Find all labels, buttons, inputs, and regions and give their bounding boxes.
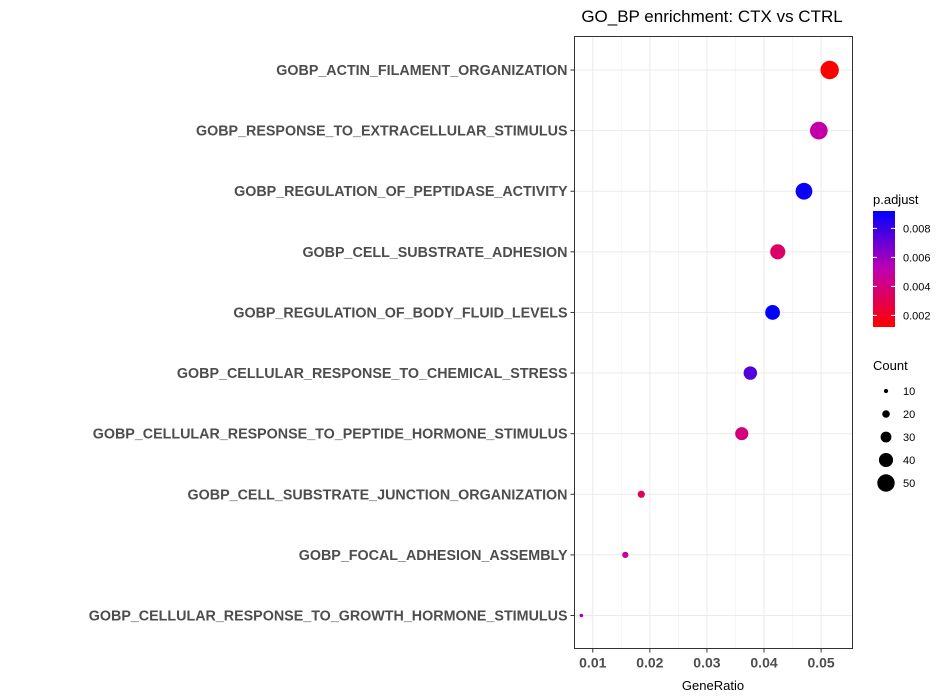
y-tick-label: GOBP_REGULATION_OF_PEPTIDASE_ACTIVITY bbox=[234, 184, 568, 200]
data-point bbox=[743, 366, 758, 380]
x-tick-label: 0.01 bbox=[579, 655, 606, 671]
y-tick-label: GOBP_CELLULAR_RESPONSE_TO_CHEMICAL_STRES… bbox=[177, 366, 568, 382]
data-point bbox=[795, 182, 813, 200]
size-legend-label: 40 bbox=[903, 455, 915, 467]
color-bar-label: 0.006 bbox=[903, 252, 931, 264]
color-legend-ticks: 0.002 0.004 0.006 0.008 bbox=[873, 223, 931, 322]
y-tick-label: GOBP_FOCAL_ADHESION_ASSEMBLY bbox=[299, 548, 568, 564]
plot-border bbox=[574, 36, 853, 649]
data-point bbox=[735, 427, 749, 441]
size-legend-items: 10 20 30 40 50 bbox=[877, 386, 915, 492]
size-legend-label: 30 bbox=[903, 432, 915, 444]
x-axis-ticks: 0.01 0.02 0.03 0.04 0.05 bbox=[579, 648, 835, 671]
chart-title: GO_BP enrichment: CTX vs CTRL bbox=[581, 7, 842, 26]
size-legend-dot bbox=[880, 431, 892, 443]
size-legend-dot bbox=[883, 388, 889, 394]
x-tick-label: 0.05 bbox=[807, 655, 834, 671]
plot-panel bbox=[574, 36, 853, 649]
data-point bbox=[622, 551, 629, 559]
color-bar bbox=[873, 211, 895, 327]
data-point bbox=[765, 305, 780, 320]
size-legend-label: 10 bbox=[903, 386, 915, 398]
color-legend-title: p.adjust bbox=[873, 192, 919, 207]
data-point bbox=[820, 60, 839, 80]
color-bar-label: 0.008 bbox=[903, 223, 931, 235]
y-tick-label: GOBP_ACTIN_FILAMENT_ORGANIZATION bbox=[276, 63, 567, 79]
data-points bbox=[579, 60, 839, 618]
y-tick-label: GOBP_RESPONSE_TO_EXTRACELLULAR_STIMULUS bbox=[196, 124, 568, 140]
y-tick-label: GOBP_REGULATION_OF_BODY_FLUID_LEVELS bbox=[233, 305, 567, 321]
size-legend-dot bbox=[878, 452, 894, 468]
size-legend-title: Count bbox=[873, 358, 908, 373]
y-tick-label: GOBP_CELL_SUBSTRATE_JUNCTION_ORGANIZATIO… bbox=[188, 487, 568, 503]
size-legend-label: 50 bbox=[903, 478, 915, 490]
size-legend-dot bbox=[877, 474, 895, 492]
x-tick-label: 0.02 bbox=[636, 655, 663, 671]
size-legend-dot bbox=[882, 410, 890, 418]
y-tick-label: GOBP_CELLULAR_RESPONSE_TO_GROWTH_HORMONE… bbox=[89, 609, 568, 625]
y-axis-labels: GOBP_ACTIN_FILAMENT_ORGANIZATION GOBP_RES… bbox=[89, 63, 575, 625]
x-tick-label: 0.04 bbox=[750, 655, 777, 671]
data-point bbox=[579, 613, 584, 618]
data-point bbox=[809, 121, 828, 140]
color-bar-label: 0.002 bbox=[903, 310, 931, 322]
y-tick-label: GOBP_CELL_SUBSTRATE_ADHESION bbox=[302, 245, 567, 261]
size-legend-label: 20 bbox=[903, 409, 915, 421]
color-bar-label: 0.004 bbox=[903, 281, 931, 293]
data-point bbox=[637, 490, 645, 498]
data-point bbox=[770, 244, 786, 260]
x-tick-label: 0.03 bbox=[693, 655, 720, 671]
x-axis-title: GeneRatio bbox=[682, 678, 744, 693]
y-tick-label: GOBP_CELLULAR_RESPONSE_TO_PEPTIDE_HORMON… bbox=[93, 427, 568, 443]
